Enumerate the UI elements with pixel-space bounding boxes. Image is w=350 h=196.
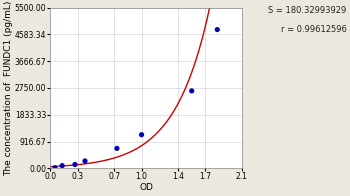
Point [114, 147, 120, 150]
Text: r = 0.99612596: r = 0.99612596 [281, 25, 346, 34]
Point [60, 164, 65, 167]
Point [139, 133, 144, 136]
Point [52, 166, 58, 169]
Y-axis label: The concentration of  FUNDC1 (pg/mL): The concentration of FUNDC1 (pg/mL) [4, 0, 13, 176]
Point [72, 163, 78, 166]
Point [215, 28, 220, 31]
Point [82, 159, 88, 162]
Point [189, 89, 195, 93]
X-axis label: OD: OD [139, 183, 153, 192]
Text: S = 180.32993929: S = 180.32993929 [268, 6, 346, 15]
